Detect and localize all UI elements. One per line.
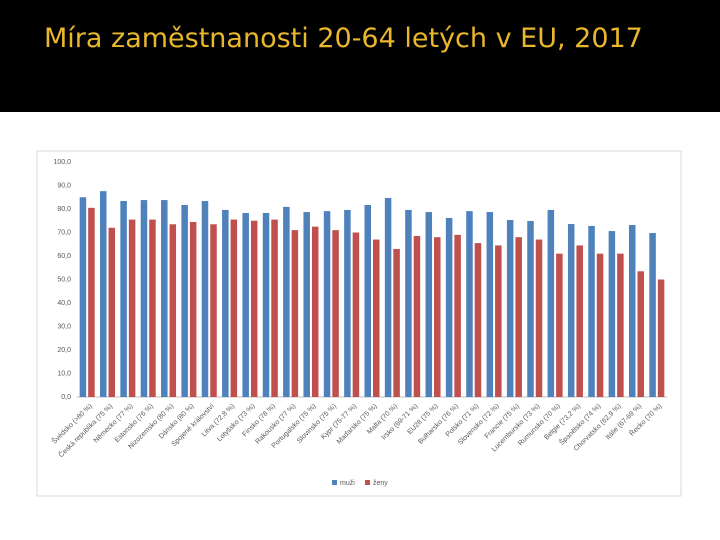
bar [527, 220, 534, 397]
legend-swatch [332, 480, 337, 485]
bar [535, 239, 543, 397]
bar [332, 230, 339, 397]
bar [454, 234, 461, 397]
bar [515, 237, 522, 397]
bar [201, 201, 209, 397]
bar [189, 221, 197, 397]
bar [283, 206, 290, 397]
bar [88, 207, 95, 397]
bar [657, 279, 665, 397]
bar [128, 219, 136, 397]
bar [230, 219, 238, 397]
bar [222, 209, 229, 397]
bar [547, 209, 555, 397]
y-tick-label: 80,0 [57, 206, 71, 213]
bar [413, 236, 421, 397]
bar [405, 209, 412, 397]
bar [466, 211, 473, 397]
y-tick-label: 10,0 [57, 370, 71, 377]
bar [649, 232, 656, 397]
bar [373, 239, 380, 397]
bar [271, 219, 278, 397]
y-tick-label: 50,0 [57, 276, 71, 283]
y-tick-label: 0,0 [61, 394, 71, 401]
bar [120, 201, 127, 397]
bar [364, 205, 371, 397]
bar [588, 225, 595, 397]
header-band [0, 0, 720, 112]
bar [576, 245, 583, 397]
bar [149, 219, 156, 397]
bar [79, 197, 87, 397]
slide-title: Míra zaměstnanosti 20-64 letých v EU, 20… [44, 23, 643, 54]
legend-label: ženy [373, 480, 388, 487]
y-tick-label: 30,0 [57, 323, 71, 330]
bar [474, 243, 482, 397]
bar [495, 245, 502, 397]
bar [311, 226, 319, 397]
bar [108, 227, 116, 397]
bar [506, 220, 514, 397]
bar [608, 231, 616, 397]
bar [250, 220, 258, 397]
bar [384, 197, 392, 397]
bar [556, 253, 563, 397]
bar [303, 212, 310, 397]
legend-swatch [365, 480, 370, 485]
bar [291, 230, 299, 397]
bar [628, 224, 636, 397]
bar [169, 224, 177, 397]
bar [323, 211, 331, 397]
bar [140, 200, 148, 397]
bar [210, 224, 217, 397]
bar [344, 209, 351, 397]
y-tick-label: 60,0 [57, 253, 71, 260]
bar [393, 248, 400, 397]
y-tick-label: 90,0 [57, 182, 71, 189]
bar [100, 191, 107, 397]
bar [567, 224, 575, 397]
bar [262, 212, 270, 397]
y-tick-label: 70,0 [57, 229, 71, 236]
bar [637, 271, 644, 397]
bar [445, 217, 453, 397]
bar [434, 237, 441, 397]
bar [486, 212, 494, 397]
legend-label: muži [340, 480, 355, 487]
bar [242, 212, 249, 397]
bar [161, 200, 168, 397]
bar [352, 232, 360, 397]
y-tick-label: 100,0 [53, 159, 71, 166]
bar [596, 253, 604, 397]
y-tick-label: 40,0 [57, 300, 71, 307]
bar [617, 253, 624, 397]
bar [425, 212, 433, 397]
bar [181, 205, 188, 397]
y-tick-label: 20,0 [57, 347, 71, 354]
